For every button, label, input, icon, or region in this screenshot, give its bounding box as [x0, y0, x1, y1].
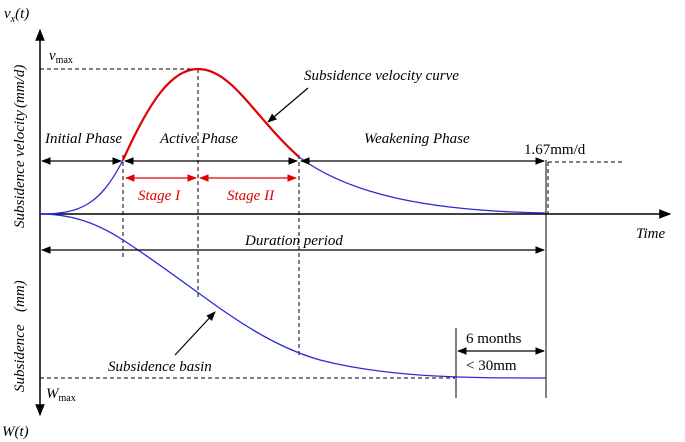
lower-axis-unit: (mm) — [12, 280, 28, 312]
subsidence-basin-curve — [39, 213, 547, 379]
w-max-label: Wmax — [46, 386, 76, 404]
velocity-curve-rise — [39, 159, 124, 215]
time-label: Time — [636, 226, 666, 242]
active-phase-label: Active Phase — [159, 131, 238, 147]
guide-lines — [40, 68, 625, 379]
lt-30mm-label: < 30mm — [466, 358, 517, 374]
duration-label: Duration period — [244, 233, 343, 249]
threshold-label: 1.67mm/d — [524, 142, 586, 158]
upper-axis-title: Subsidence velocity — [12, 110, 28, 228]
stage2-label: Stage II — [227, 188, 275, 204]
y-top-label: vx(t) — [4, 6, 29, 25]
weakening-phase-label: Weakening Phase — [364, 131, 470, 147]
basin-label: Subsidence basin — [108, 359, 212, 375]
velocity-curve-leader — [267, 87, 309, 123]
upper-axis-unit: (mm/d) — [12, 65, 28, 108]
velocity-curve-decay — [298, 156, 547, 214]
basin-leader — [174, 311, 216, 356]
y-bottom-label: W(t) — [2, 424, 29, 440]
velocity-curve-active — [121, 67, 300, 161]
initial-phase-label: Initial Phase — [44, 131, 122, 147]
velocity-curve-label: Subsidence velocity curve — [304, 68, 459, 84]
v-max-label: vmax — [49, 48, 73, 66]
lower-axis-title: Subsidence — [12, 324, 28, 392]
stage1-label: Stage I — [138, 188, 181, 204]
six-months-label: 6 months — [466, 331, 522, 347]
phase-arrows — [41, 157, 545, 355]
